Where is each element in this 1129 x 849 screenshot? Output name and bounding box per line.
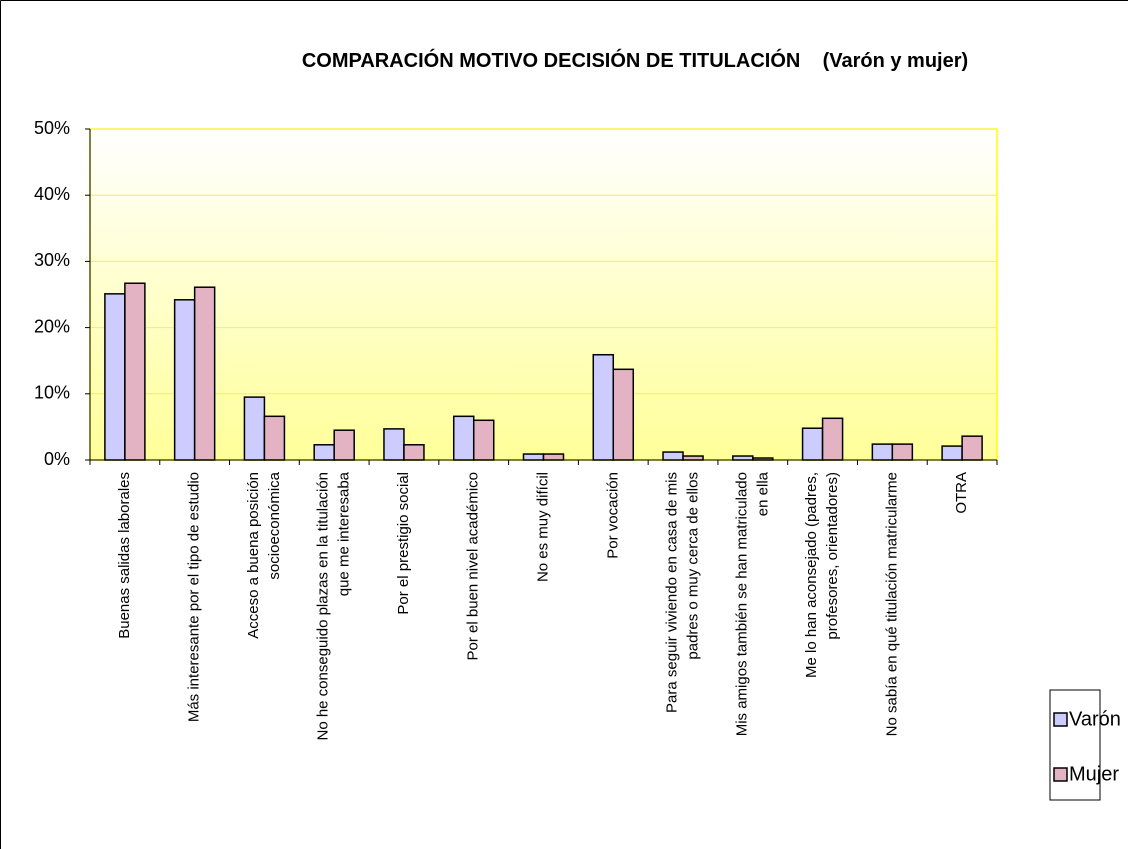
x-tick-label: Acceso a buena posición socioeconómica [245,471,283,638]
bar [592,353,615,461]
bar [193,286,216,461]
bar [452,415,475,461]
plot-area [89,128,998,461]
y-tick-label: 50% [34,118,70,138]
bar [752,457,774,461]
bar [871,443,894,461]
x-tick-label: Para seguir viviendo en casa de mis padre… [664,472,702,713]
bar [333,429,355,461]
bar [522,453,545,461]
bar [961,435,983,461]
bar [732,455,754,461]
bar [173,299,196,461]
bar [104,293,126,461]
x-tick-label: Más interesante por el tipo de estudio [186,472,203,722]
x-tick-label: Buenas salidas laborales [116,472,133,639]
x-tick-label: Me lo han aconsejado (padres, profesores,… [803,472,841,678]
legend-swatch [1053,767,1068,782]
bar [891,443,914,461]
bar [124,282,146,461]
x-tick-label: No he conseguido plazas en la titulación… [315,471,353,740]
x-tick-label: Por el buen nivel académico [465,472,482,660]
bar [682,455,704,461]
chart-title: COMPARACIÓN MOTIVO DECISIÓN DE TITULACIÓ… [302,48,968,72]
bar [313,444,335,461]
y-tick-label: 20% [34,316,70,336]
legend-box [1049,689,1101,801]
bar [243,396,266,461]
y-tick-label: 10% [34,383,70,403]
bar [941,445,963,461]
bar [542,453,565,461]
x-tick-label: Por el prestigio social [395,472,412,615]
bar [383,428,405,461]
bar [821,417,844,461]
x-tick-label: Mis amigos también se han matriculado en … [733,471,771,736]
bar [403,444,425,461]
x-tick-label: Por vocación [604,472,621,559]
bar [612,368,635,461]
legend-swatch [1053,712,1068,727]
bar [263,415,286,461]
y-tick-label: 30% [34,250,70,270]
legend-label: Varón [1069,708,1121,730]
bar [801,427,824,461]
x-tick-label: OTRA [953,472,970,514]
y-tick-label: 0% [44,449,70,469]
legend-label: Mujer [1069,763,1119,785]
bar [472,419,495,461]
y-tick-label: 40% [34,184,70,204]
bar [662,451,684,461]
x-tick-label: No sabía en qué titulación matricularme [883,472,900,736]
x-tick-label: No es muy difícil [534,472,551,582]
